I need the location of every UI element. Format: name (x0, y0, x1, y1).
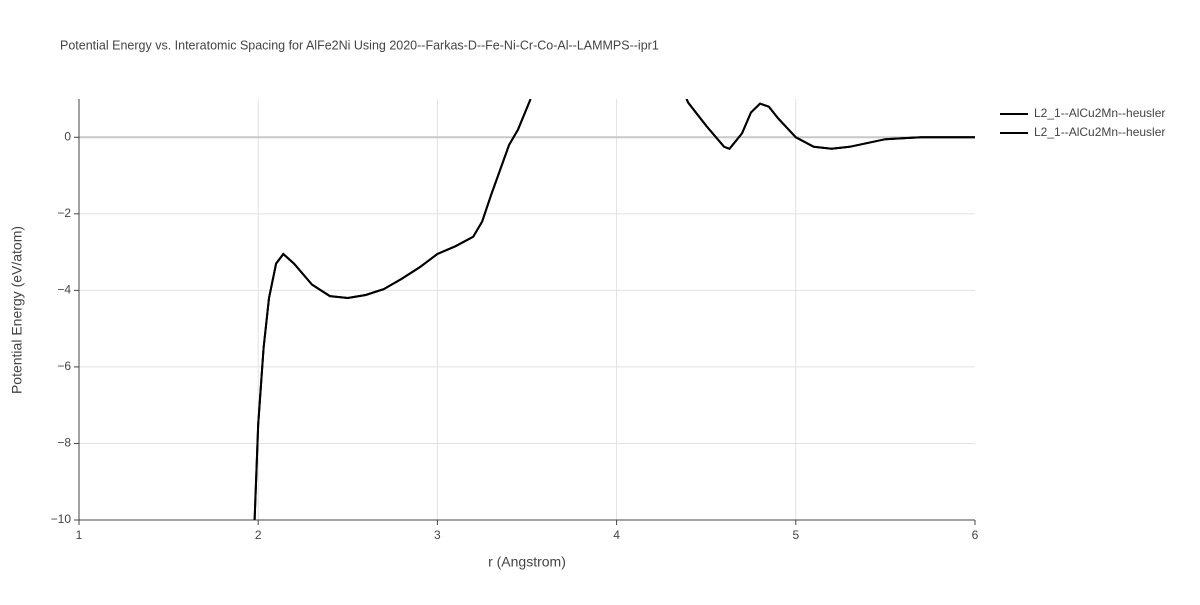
y-tick-label: 0 (64, 129, 71, 143)
x-tick-label: 5 (792, 528, 799, 542)
y-tick-label: −4 (57, 283, 71, 297)
y-tick-label: −6 (57, 359, 71, 373)
x-axis-label: r (Angstrom) (488, 554, 566, 570)
x-tick-label: 1 (76, 528, 83, 542)
grid (74, 99, 976, 525)
chart-title: Potential Energy vs. Interatomic Spacing… (60, 38, 659, 52)
line-series (253, 99, 975, 520)
x-tick-label: 4 (613, 528, 620, 542)
x-tick-label: 2 (255, 528, 262, 542)
y-tick-label: −8 (57, 436, 71, 450)
x-tick-label: 3 (434, 528, 441, 542)
x-tick-label: 6 (972, 528, 979, 542)
line-series (253, 99, 975, 520)
legend-label: L2_1--AlCu2Mn--heusler (1034, 106, 1165, 120)
y-axis-label: Potential Energy (eV/atom) (9, 226, 25, 394)
plot-area (253, 99, 975, 520)
y-tick-label: −2 (57, 206, 71, 220)
legend-label: L2_1--AlCu2Mn--heusler (1034, 125, 1165, 139)
y-tick-label: −10 (51, 512, 72, 526)
